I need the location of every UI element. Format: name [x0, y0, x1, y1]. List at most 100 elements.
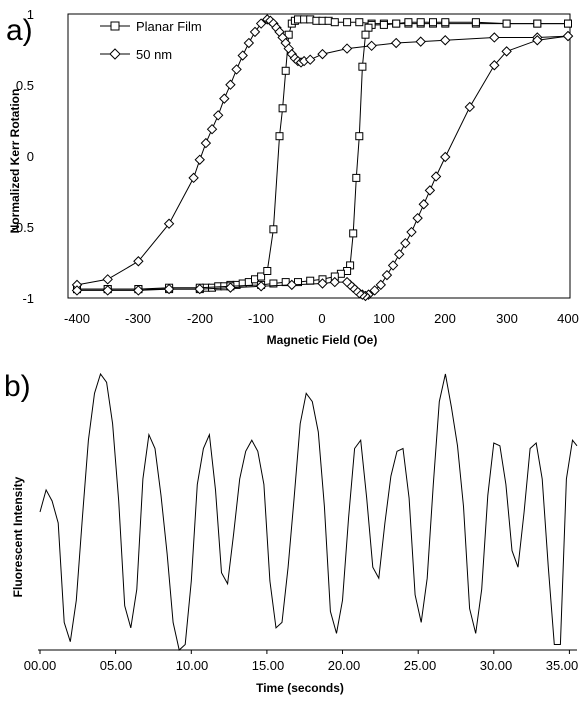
x-tick-b: 30.00	[480, 658, 513, 673]
y-tick-a: -0.5	[12, 220, 34, 235]
data-point-50nm	[163, 283, 175, 295]
x-tick-b: 10.00	[176, 658, 209, 673]
data-point-50nm	[194, 283, 205, 295]
data-point-50nm	[532, 35, 543, 46]
data-point-planar-film	[281, 66, 290, 75]
x-tick-b: 15.00	[252, 658, 285, 673]
x-tick-b: 25.00	[404, 658, 437, 673]
panel-label-b: b)	[4, 370, 31, 403]
data-point-planar-film	[355, 132, 364, 141]
data-point-50nm	[71, 285, 83, 296]
data-point-50nm	[255, 18, 267, 29]
data-point-50nm	[305, 54, 316, 65]
x-axis-title-b: Time (seconds)	[256, 681, 344, 695]
data-point-50nm	[375, 279, 387, 291]
legend-a: Planar Film 50 nm	[100, 19, 202, 62]
legend-label-50nm: 50 nm	[136, 47, 172, 62]
data-point-50nm	[102, 274, 113, 285]
data-point-50nm	[231, 64, 242, 75]
legend-label-planar-film: Planar Film	[136, 19, 202, 34]
data-point-planar-film	[352, 173, 361, 182]
data-point-planar-film	[471, 18, 480, 27]
data-point-planar-film	[257, 272, 266, 281]
x-axis-title-a: Magnetic Field (Oe)	[267, 333, 378, 347]
data-point-50nm	[387, 260, 399, 271]
data-point-50nm	[406, 226, 417, 238]
data-point-50nm	[329, 276, 340, 288]
data-point-50nm	[562, 30, 574, 42]
data-point-50nm	[243, 37, 255, 49]
chart-a: a) -1 -0.5 0 0.5 1 -400 -300 -200 -100 0…	[6, 7, 579, 347]
data-point-planar-film	[275, 132, 284, 141]
data-point-planar-film	[278, 104, 287, 113]
data-point-50nm	[212, 110, 224, 121]
data-point-50nm	[341, 43, 353, 54]
series-group-b	[39, 372, 578, 651]
data-point-50nm	[317, 278, 328, 289]
plot-area-a	[67, 13, 571, 299]
chart-b: b) 00.00 05.00 10.00 15.00 20.00 25.00 3…	[4, 370, 578, 695]
data-point-50nm	[163, 218, 175, 229]
data-point-planar-film	[429, 18, 437, 27]
data-point-planar-film	[269, 225, 278, 234]
data-point-50nm	[194, 154, 205, 165]
data-point-planar-film	[263, 267, 272, 275]
y-tick-a: -1	[22, 291, 34, 306]
data-point-50nm	[424, 185, 436, 196]
data-point-planar-film	[361, 30, 370, 39]
data-point-50nm	[255, 281, 267, 292]
data-point-50nm	[102, 285, 113, 296]
x-tick-a: -100	[248, 311, 274, 326]
x-tick-a: -400	[64, 311, 90, 326]
panel-label-a: a)	[6, 14, 33, 47]
data-point-planar-film	[502, 19, 511, 28]
data-point-50nm	[286, 279, 298, 291]
data-point-50nm	[237, 50, 248, 61]
y-axis-title-a: Normalized Kerr Rotation	[8, 89, 22, 234]
x-tick-b: 35.00	[546, 658, 579, 673]
series-line-50nm-return	[77, 35, 569, 297]
y-axis-title-b: Fluorescent Intensity	[11, 476, 25, 597]
data-point-50nm	[415, 36, 426, 47]
x-tick-a: -300	[125, 311, 151, 326]
data-point-50nm	[366, 40, 377, 52]
series-group-a	[71, 14, 574, 302]
x-tick-b: 05.00	[100, 658, 133, 673]
data-point-50nm	[369, 285, 380, 296]
y-tick-labels-a: -1 -0.5 0 0.5 1	[12, 7, 34, 306]
data-point-50nm	[188, 172, 199, 184]
data-point-planar-film	[564, 19, 572, 28]
x-tick-labels-a: -400 -300 -200 -100 0 100 200 300 400	[64, 311, 579, 326]
x-tick-labels-b: 00.00 05.00 10.00 15.00 20.00 25.00 30.0…	[24, 658, 579, 673]
x-tick-marks-b	[39, 650, 570, 654]
data-point-50nm	[225, 79, 236, 90]
data-point-planar-film	[358, 62, 367, 71]
x-tick-b: 00.00	[24, 658, 57, 673]
data-point-50nm	[317, 48, 328, 60]
data-point-50nm	[400, 237, 411, 249]
data-point-planar-film	[294, 278, 302, 287]
data-point-50nm	[381, 269, 393, 281]
data-point-50nm	[501, 46, 512, 57]
y-tick-a: 0.5	[16, 78, 34, 93]
data-point-50nm	[225, 282, 236, 293]
data-point-50nm	[219, 93, 230, 104]
data-point-50nm	[394, 249, 405, 260]
data-point-planar-film	[306, 276, 315, 285]
y-tick-a: 1	[27, 7, 34, 22]
data-point-50nm	[249, 26, 261, 38]
data-point-50nm	[200, 137, 212, 149]
legend-item-50nm: 50 nm	[100, 47, 172, 62]
data-point-50nm	[133, 256, 144, 267]
data-point-50nm	[390, 37, 402, 49]
data-point-50nm	[418, 199, 429, 210]
legend-item-planar-film: Planar Film	[100, 19, 202, 34]
diamond-marker-icon	[109, 48, 121, 60]
data-point-planar-film	[364, 23, 373, 32]
series-line-fluorescence	[39, 372, 578, 651]
data-point-planar-film	[355, 18, 364, 27]
x-tick-a: 100	[373, 311, 395, 326]
data-point-planar-film	[330, 18, 339, 27]
data-point-50nm	[464, 101, 476, 113]
